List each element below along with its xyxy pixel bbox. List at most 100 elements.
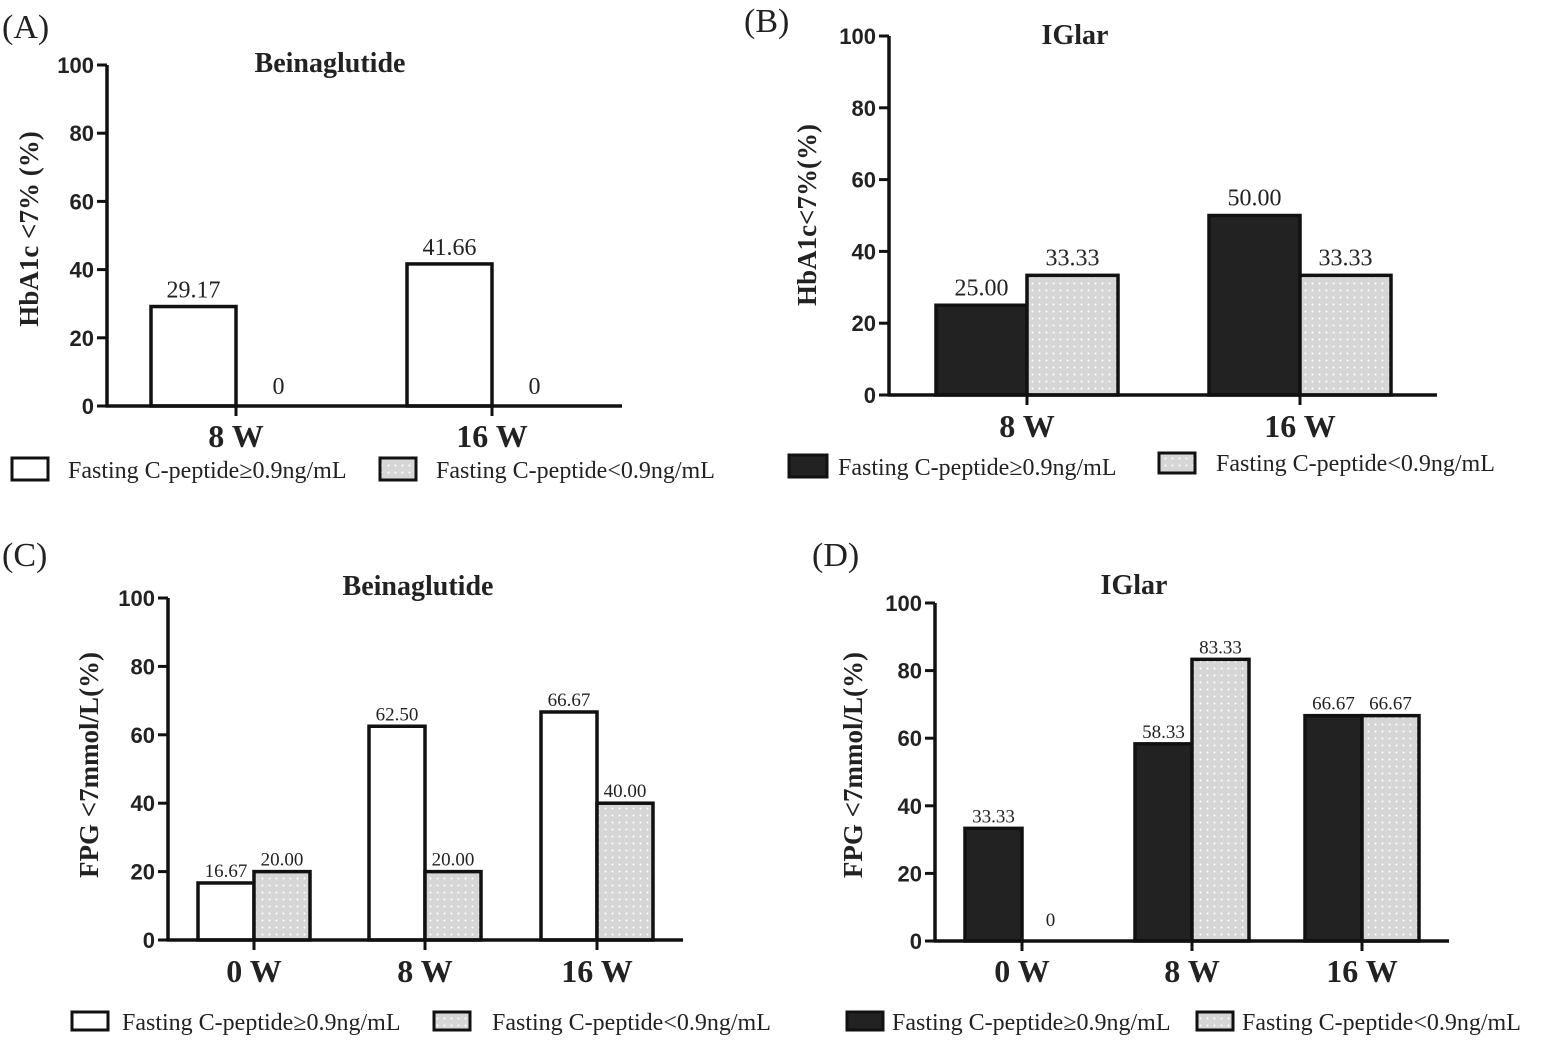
y-tick-label: 20 bbox=[852, 311, 876, 336]
y-tick-label: 20 bbox=[131, 860, 155, 885]
y-tick-label: 40 bbox=[898, 794, 922, 819]
x-tick-label: 8 W bbox=[397, 953, 452, 989]
y-tick-label: 60 bbox=[131, 723, 155, 748]
y-tick-label: 80 bbox=[70, 121, 94, 146]
data-label: 41.66 bbox=[423, 235, 477, 261]
legend-swatch bbox=[10, 456, 50, 482]
y-axis-label: FPG <7mmol/L(%) bbox=[838, 652, 868, 878]
legend-label: Fasting C-peptide<0.9ng/mL bbox=[1216, 451, 1495, 477]
y-axis-label: FPG <7mmol/L(%) bbox=[74, 652, 104, 878]
bar bbox=[539, 710, 599, 942]
x-tick-label: 8 W bbox=[1164, 953, 1219, 989]
legend-swatch bbox=[378, 456, 418, 482]
panel-b: (B) IGlar HbA1c<7%(%) 0 20 40 60 80 100 25.00 50.0… bbox=[744, 3, 1495, 481]
panel-d: (D) IGlar FPG <7mmol/L(%) 0 20 40 60 80 100 33.33… bbox=[812, 537, 1521, 1036]
y-tick-label: 60 bbox=[852, 168, 876, 193]
y-tick-label: 40 bbox=[70, 258, 94, 283]
chart-title: Beinaglutide bbox=[343, 571, 494, 602]
bar bbox=[405, 262, 494, 408]
bar bbox=[1190, 657, 1251, 943]
legend-swatch bbox=[1157, 451, 1197, 475]
bar bbox=[196, 881, 256, 942]
data-label: 66.67 bbox=[548, 690, 591, 711]
legend-swatch bbox=[787, 453, 829, 479]
legend-label: Fasting C-peptide≥0.9ng/mL bbox=[838, 455, 1116, 481]
y-tick-label: 80 bbox=[131, 654, 155, 679]
legend-swatch bbox=[845, 1010, 885, 1032]
data-label: 20.00 bbox=[432, 850, 475, 871]
bar bbox=[423, 869, 483, 942]
bar bbox=[1298, 273, 1393, 397]
bar bbox=[963, 826, 1024, 943]
x-tick-label: 0 W bbox=[994, 953, 1049, 989]
x-tick-label: 8 W bbox=[999, 408, 1054, 444]
y-axis-label: HbA1c<7%(%) bbox=[792, 124, 822, 306]
y-tick-label: 20 bbox=[898, 861, 922, 886]
x-tick-label: 16 W bbox=[456, 418, 527, 454]
panel-c: (C) Beinaglutide FPG <7mmol/L(%) 0 20 40 60 80 1… bbox=[2, 537, 771, 1036]
legend-label: Fasting C-peptide≥0.9ng/mL bbox=[122, 1010, 400, 1036]
y-tick-label: 80 bbox=[852, 96, 876, 121]
bar bbox=[595, 801, 655, 942]
data-label: 29.17 bbox=[167, 278, 221, 304]
bar bbox=[149, 304, 238, 408]
data-label: 0 bbox=[529, 374, 541, 400]
y-tick-label: 60 bbox=[898, 726, 922, 751]
data-label: 83.33 bbox=[1199, 637, 1242, 658]
legend-label: Fasting C-peptide<0.9ng/mL bbox=[436, 458, 715, 484]
panel-label: (B) bbox=[744, 3, 789, 40]
legend-swatch bbox=[1195, 1010, 1235, 1032]
bar bbox=[1303, 713, 1364, 943]
x-tick-label: 16 W bbox=[1264, 408, 1335, 444]
y-tick-label: 0 bbox=[910, 929, 922, 954]
y-tick-label: 100 bbox=[839, 24, 876, 49]
x-tick-label: 8 W bbox=[208, 418, 263, 454]
x-tick-label: 16 W bbox=[561, 953, 632, 989]
x-tick-label: 0 W bbox=[226, 953, 281, 989]
data-label: 62.50 bbox=[376, 704, 419, 725]
panel-label: (C) bbox=[2, 537, 47, 574]
y-tick-label: 100 bbox=[57, 53, 94, 78]
data-label: 25.00 bbox=[955, 275, 1009, 301]
data-label: 0 bbox=[1046, 910, 1056, 931]
data-label: 66.67 bbox=[1312, 694, 1355, 715]
chart-title: Beinaglutide bbox=[255, 48, 406, 79]
bar bbox=[1207, 213, 1302, 397]
data-label: 16.67 bbox=[205, 861, 248, 882]
y-tick-label: 40 bbox=[131, 791, 155, 816]
legend-label: Fasting C-peptide<0.9ng/mL bbox=[492, 1010, 771, 1036]
bar bbox=[252, 869, 312, 942]
y-tick-label: 80 bbox=[898, 659, 922, 684]
panel-label: (A) bbox=[2, 9, 49, 46]
y-tick-label: 20 bbox=[70, 326, 94, 351]
bar bbox=[934, 303, 1029, 397]
bar bbox=[367, 724, 427, 942]
data-label: 33.33 bbox=[972, 806, 1015, 827]
data-label: 58.33 bbox=[1142, 722, 1185, 743]
data-label: 50.00 bbox=[1228, 186, 1282, 212]
panel-a: (A) Beinaglutide HbA1c <7% (%) 0 20 40 60 80 100… bbox=[2, 9, 715, 484]
data-label: 66.67 bbox=[1369, 694, 1412, 715]
y-tick-label: 0 bbox=[143, 928, 155, 953]
legend-label: Fasting C-peptide≥0.9ng/mL bbox=[68, 458, 346, 484]
data-label: 33.33 bbox=[1319, 245, 1373, 271]
data-label: 40.00 bbox=[604, 781, 647, 802]
panel-label: (D) bbox=[812, 537, 859, 574]
bar bbox=[1133, 742, 1194, 943]
legend-swatch bbox=[432, 1010, 472, 1032]
y-tick-label: 40 bbox=[852, 239, 876, 264]
y-tick-label: 100 bbox=[118, 586, 155, 611]
legend-label: Fasting C-peptide≥0.9ng/mL bbox=[892, 1010, 1170, 1036]
legend-label: Fasting C-peptide<0.9ng/mL bbox=[1242, 1010, 1521, 1036]
data-label: 0 bbox=[273, 374, 285, 400]
legend-swatch bbox=[70, 1010, 110, 1032]
bar bbox=[1025, 273, 1120, 397]
bar bbox=[1360, 713, 1421, 943]
y-tick-label: 60 bbox=[70, 189, 94, 214]
data-label: 33.33 bbox=[1046, 245, 1100, 271]
y-tick-label: 0 bbox=[82, 394, 94, 419]
y-tick-label: 100 bbox=[885, 591, 922, 616]
chart-title: IGlar bbox=[1042, 20, 1109, 51]
data-label: 20.00 bbox=[261, 850, 304, 871]
